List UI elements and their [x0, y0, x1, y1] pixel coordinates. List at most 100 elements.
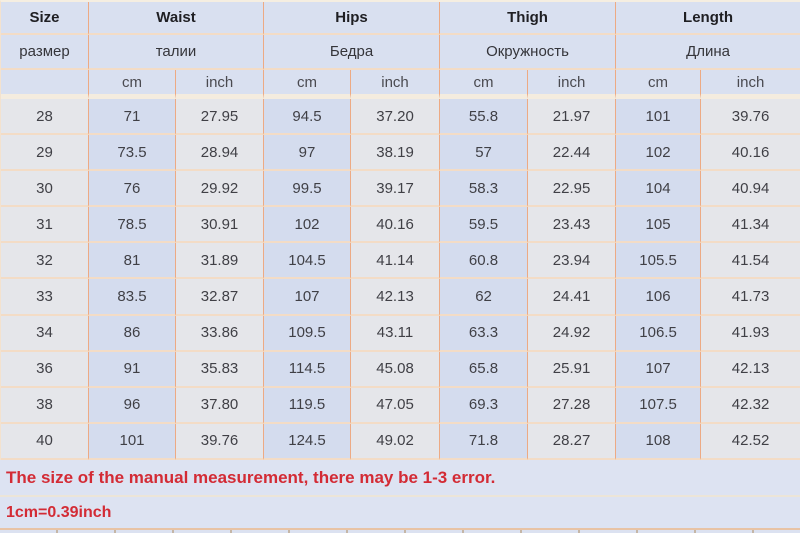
value-cell: 76	[89, 171, 176, 208]
value-cell: 23.43	[528, 207, 617, 244]
measurement-note: The size of the manual measurement, ther…	[0, 460, 800, 497]
value-cell: 40.16	[351, 207, 441, 244]
value-cell: 55.8	[440, 99, 529, 136]
size-cell: 33	[1, 279, 89, 316]
table-row: 32 81 31.89 104.5 41.14 60.8 23.94 105.5 41.54	[1, 243, 800, 280]
value-cell: 21.97	[528, 99, 617, 136]
size-cell: 34	[1, 315, 89, 352]
value-cell: 107.5	[616, 387, 702, 424]
header-size: Size	[1, 2, 89, 35]
value-cell: 27.95	[176, 99, 265, 136]
table-row: 31 78.5 30.91 102 40.16 59.5 23.43 105 41.34	[1, 207, 800, 244]
size-cell: 32	[1, 243, 89, 280]
value-cell: 78.5	[89, 207, 176, 244]
value-cell: 109.5	[264, 315, 352, 352]
value-cell: 39.17	[351, 171, 441, 208]
value-cell: 86	[89, 315, 176, 352]
value-cell: 42.13	[701, 351, 800, 388]
value-cell: 29.92	[176, 171, 265, 208]
header-waist-ru: талии	[89, 35, 265, 70]
size-cell: 28	[1, 99, 89, 136]
unit-cell: inch	[701, 70, 800, 99]
value-cell: 28.27	[528, 423, 617, 460]
header-length-ru: Длина	[616, 35, 800, 70]
value-cell: 41.14	[351, 243, 441, 280]
header-thigh-ru: Окружность	[440, 35, 617, 70]
value-cell: 94.5	[264, 99, 352, 136]
value-cell: 41.73	[701, 279, 800, 316]
size-cell: 40	[1, 423, 89, 460]
table-row: 40 101 39.76 124.5 49.02 71.8 28.27 108 42.52	[1, 423, 800, 460]
value-cell: 101	[616, 99, 702, 136]
value-cell: 97	[264, 135, 352, 172]
value-cell: 40.16	[701, 135, 800, 172]
value-cell: 102	[264, 207, 352, 244]
value-cell: 57	[440, 135, 529, 172]
value-cell: 43.11	[351, 315, 441, 352]
value-cell: 45.08	[351, 351, 441, 388]
value-cell: 58.3	[440, 171, 529, 208]
unit-cell: inch	[351, 70, 441, 99]
size-cell: 29	[1, 135, 89, 172]
table-row: 30 76 29.92 99.5 39.17 58.3 22.95 104 40.94	[1, 171, 800, 208]
value-cell: 27.28	[528, 387, 617, 424]
header-hips-ru: Бедра	[264, 35, 441, 70]
table-row: 36 91 35.83 114.5 45.08 65.8 25.91 107 42.13	[1, 351, 800, 388]
value-cell: 28.94	[176, 135, 265, 172]
value-cell: 102	[616, 135, 702, 172]
value-cell: 83.5	[89, 279, 176, 316]
unit-cell: cm	[264, 70, 352, 99]
value-cell: 107	[264, 279, 352, 316]
value-cell: 91	[89, 351, 176, 388]
value-cell: 49.02	[351, 423, 441, 460]
value-cell: 105	[616, 207, 702, 244]
value-cell: 81	[89, 243, 176, 280]
value-cell: 31.89	[176, 243, 265, 280]
value-cell: 22.95	[528, 171, 617, 208]
unit-cell: inch	[528, 70, 617, 99]
value-cell: 107	[616, 351, 702, 388]
value-cell: 108	[616, 423, 702, 460]
value-cell: 42.13	[351, 279, 441, 316]
value-cell: 101	[89, 423, 176, 460]
table-row: 38 96 37.80 119.5 47.05 69.3 27.28 107.5 42.32	[1, 387, 800, 424]
unit-cell: inch	[176, 70, 265, 99]
value-cell: 41.34	[701, 207, 800, 244]
value-cell: 96	[89, 387, 176, 424]
value-cell: 114.5	[264, 351, 352, 388]
size-cell: 36	[1, 351, 89, 388]
value-cell: 25.91	[528, 351, 617, 388]
size-chart-body: 28 71 27.95 94.5 37.20 55.8 21.97 101 39.76 29 73.…	[1, 99, 800, 460]
value-cell: 104	[616, 171, 702, 208]
table-row: 33 83.5 32.87 107 42.13 62 24.41 106 41.73	[1, 279, 800, 316]
value-cell: 23.94	[528, 243, 617, 280]
value-cell: 22.44	[528, 135, 617, 172]
value-cell: 32.87	[176, 279, 265, 316]
header-row-en: Size Waist Hips Thigh Length	[1, 2, 800, 35]
value-cell: 60.8	[440, 243, 529, 280]
table-row: 34 86 33.86 109.5 43.11 63.3 24.92 106.5 41.93	[1, 315, 800, 352]
header-row-ru: размер талии Бедра Окружность Длина	[1, 35, 800, 70]
size-cell: 30	[1, 171, 89, 208]
value-cell: 39.76	[701, 99, 800, 136]
header-size-ru: размер	[1, 35, 89, 70]
value-cell: 105.5	[616, 243, 702, 280]
value-cell: 69.3	[440, 387, 529, 424]
conversion-note: 1cm=0.39inch	[0, 497, 800, 528]
header-waist: Waist	[89, 2, 265, 35]
value-cell: 59.5	[440, 207, 529, 244]
unit-cell: cm	[440, 70, 529, 99]
unit-cell: cm	[89, 70, 176, 99]
value-cell: 99.5	[264, 171, 352, 208]
table-row: 28 71 27.95 94.5 37.20 55.8 21.97 101 39.76	[1, 99, 800, 136]
value-cell: 35.83	[176, 351, 265, 388]
value-cell: 42.52	[701, 423, 800, 460]
header-thigh: Thigh	[440, 2, 617, 35]
size-cell: 38	[1, 387, 89, 424]
value-cell: 65.8	[440, 351, 529, 388]
unit-blank-cell	[1, 70, 89, 99]
value-cell: 106	[616, 279, 702, 316]
value-cell: 38.19	[351, 135, 441, 172]
value-cell: 30.91	[176, 207, 265, 244]
